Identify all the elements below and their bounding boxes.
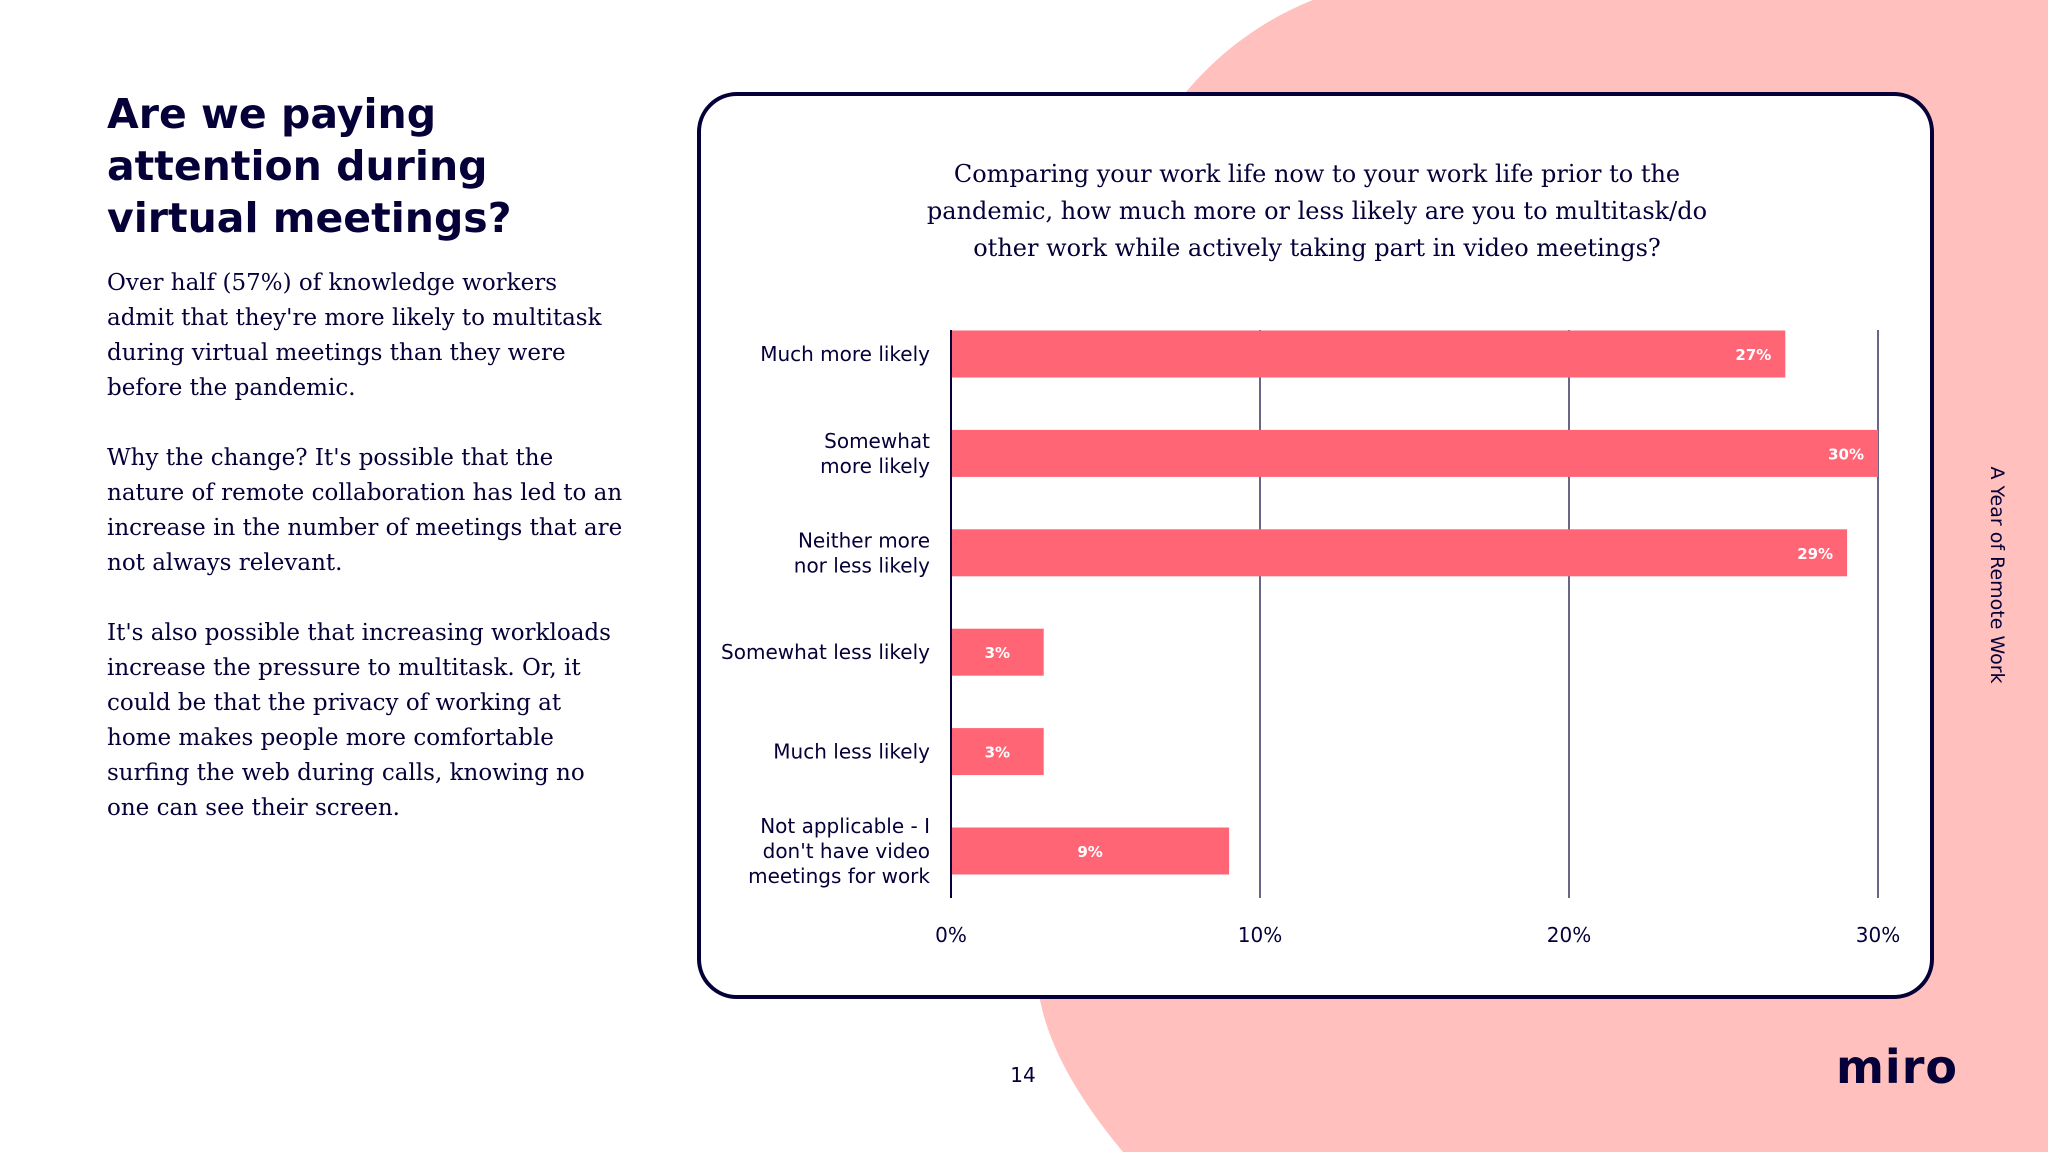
category-label: Much more likely	[760, 342, 930, 366]
bar	[951, 429, 1878, 477]
page-number: 14	[1010, 1063, 1036, 1087]
x-tick-label: 10%	[1238, 923, 1282, 947]
bar	[951, 330, 1786, 378]
bar	[951, 628, 1044, 676]
bar-value-label: 30%	[1828, 445, 1864, 463]
body-paragraph: Why the change? It's possible that the n…	[107, 445, 623, 576]
category-label-line: Somewhat less likely	[721, 640, 930, 664]
chart-title: Comparing your work life now to your wor…	[926, 160, 1708, 262]
bar	[951, 728, 1044, 776]
body-paragraph: Over half (57%) of knowledge workers adm…	[107, 270, 602, 401]
category-label: Somewhat more likely	[820, 429, 930, 478]
category-label-line: don't have video	[763, 839, 930, 863]
category-label: Much less likely	[773, 740, 930, 764]
x-tick-label: 20%	[1547, 923, 1591, 947]
category-label-line: Much less likely	[773, 740, 930, 764]
body-text: Over half (57%) of knowledge workers adm…	[107, 266, 627, 861]
category-label-line: Much more likely	[760, 342, 930, 366]
side-label: A Year of Remote Work	[1986, 466, 2008, 684]
page-title: Are we paying attention during virtual m…	[107, 90, 512, 242]
category-label-line: Somewhat	[824, 429, 930, 453]
bar-value-label: 29%	[1797, 545, 1833, 563]
category-label-line: Not applicable - I	[760, 814, 930, 838]
x-tick-label: 0%	[935, 923, 967, 947]
bar-value-label: 3%	[985, 644, 1010, 662]
bar-value-label: 3%	[985, 744, 1010, 762]
bar	[951, 827, 1230, 875]
x-tick-label: 30%	[1856, 923, 1900, 947]
category-label-line: Neither more	[798, 528, 930, 552]
category-label: Somewhat less likely	[721, 640, 930, 664]
category-label-line: more likely	[820, 454, 930, 478]
category-label-line: meetings for work	[748, 864, 930, 888]
category-label-line: nor less likely	[794, 553, 930, 577]
category-label: Neither more nor less likely	[794, 528, 930, 577]
bar-value-label: 9%	[1077, 843, 1102, 861]
bar-value-label: 27%	[1735, 346, 1771, 364]
bar	[951, 529, 1848, 577]
miro-logo: miro	[1836, 1040, 1958, 1094]
body-paragraph: It's also possible that increasing workl…	[107, 620, 611, 821]
